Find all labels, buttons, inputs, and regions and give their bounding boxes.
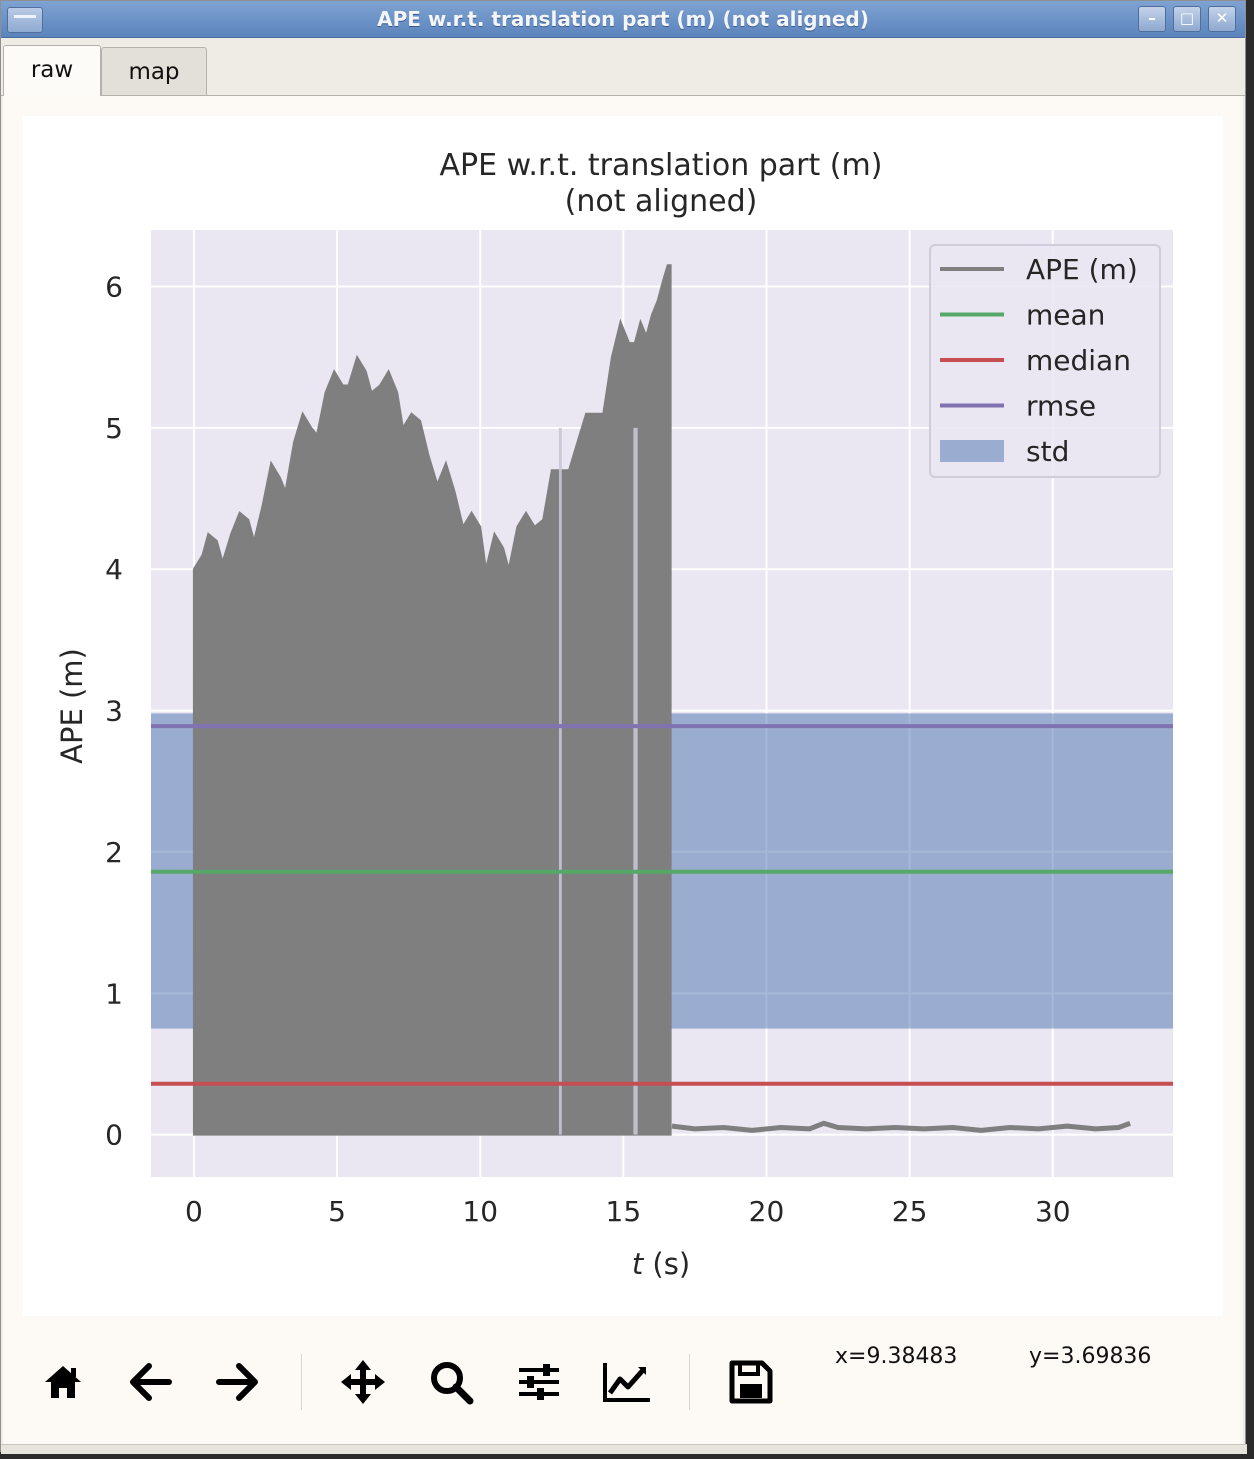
forward-button[interactable] <box>211 1356 263 1408</box>
cursor-y-readout: y=3.69836 <box>1029 1344 1152 1369</box>
pan-icon <box>341 1360 385 1404</box>
x-tick-label: 25 <box>892 1195 928 1228</box>
x-tick-label: 0 <box>185 1195 203 1228</box>
home-icon <box>45 1366 81 1398</box>
x-tick-label: 15 <box>606 1195 642 1228</box>
pan-button[interactable] <box>337 1356 389 1408</box>
legend-label-std: std <box>1026 435 1069 468</box>
tab-map[interactable]: map <box>101 47 207 95</box>
window-title: APE w.r.t. translation part (m) (not ali… <box>377 7 869 31</box>
window-menu-icon[interactable] <box>7 7 43 33</box>
toolbar-separator <box>689 1354 690 1410</box>
back-button[interactable] <box>125 1356 177 1408</box>
window-bottom-edge <box>1 1444 1247 1454</box>
legend-label-ape: APE (m) <box>1026 253 1138 286</box>
close-button[interactable]: ✕ <box>1208 6 1236 32</box>
y-tick-label: 3 <box>105 695 123 728</box>
y-axis-label: APE (m) <box>55 648 89 764</box>
ape-series-gap <box>558 427 562 1135</box>
zoom-icon <box>431 1362 474 1405</box>
title-bar[interactable]: APE w.r.t. translation part (m) (not ali… <box>1 1 1245 38</box>
figure-canvas[interactable]: 0 5 10 15 20 25 30 0 1 2 3 4 5 6 APE w.r.t. translati… <box>3 96 1243 1326</box>
y-tick-label: 4 <box>105 553 123 586</box>
ape-series-fill <box>192 264 672 1136</box>
toolbar-separator <box>301 1354 302 1410</box>
forward-arrow-icon <box>216 1363 258 1401</box>
legend-swatch-std <box>940 440 1004 462</box>
ape-chart[interactable]: 0 5 10 15 20 25 30 0 1 2 3 4 5 6 APE w.r.t. translati… <box>3 96 1243 1326</box>
x-tick-label: 10 <box>462 1195 498 1228</box>
legend-box <box>929 244 1161 478</box>
x-axis-label: t (s) <box>632 1247 690 1281</box>
y-tick-label: 2 <box>105 836 123 869</box>
save-icon <box>729 1360 773 1404</box>
legend-label-median: median <box>1026 344 1131 377</box>
y-tick-label: 5 <box>105 412 123 445</box>
configure-subplots-button[interactable] <box>513 1356 565 1408</box>
x-axis-label-unit: (s) <box>643 1247 690 1281</box>
chart-subtitle: (not aligned) <box>565 184 758 219</box>
tab-raw[interactable]: raw <box>3 45 101 97</box>
zoom-button[interactable] <box>425 1356 477 1408</box>
x-tick-label: 5 <box>328 1195 346 1228</box>
edit-axis-button[interactable] <box>601 1356 653 1408</box>
legend-label-mean: mean <box>1026 299 1105 332</box>
minimize-button[interactable]: – <box>1138 6 1166 32</box>
x-tick-label: 20 <box>749 1195 785 1228</box>
y-tick-label: 6 <box>105 271 123 304</box>
edit-axis-icon <box>603 1363 650 1402</box>
x-tick-label: 30 <box>1035 1195 1071 1228</box>
cursor-x-readout: x=9.38483 <box>835 1344 958 1369</box>
legend-label-rmse: rmse <box>1026 390 1096 423</box>
chart-title: APE w.r.t. translation part (m) <box>440 148 883 183</box>
home-button[interactable] <box>37 1356 89 1408</box>
legend: APE (m) mean median rmse std <box>929 244 1161 478</box>
configure-subplots-icon <box>519 1364 559 1400</box>
tab-bar: raw map <box>1 39 1245 97</box>
y-tick-label: 0 <box>105 1119 123 1152</box>
save-button[interactable] <box>725 1356 777 1408</box>
navigation-toolbar: x=9.38483 y=3.69836 <box>3 1326 1243 1444</box>
ape-series-tail <box>671 1120 1131 1133</box>
y-tick-label: 1 <box>105 977 123 1010</box>
ape-series-gap <box>633 427 638 1135</box>
back-arrow-icon <box>130 1363 172 1401</box>
x-axis-label-var: t <box>632 1247 645 1281</box>
maximize-button[interactable]: □ <box>1173 6 1201 32</box>
